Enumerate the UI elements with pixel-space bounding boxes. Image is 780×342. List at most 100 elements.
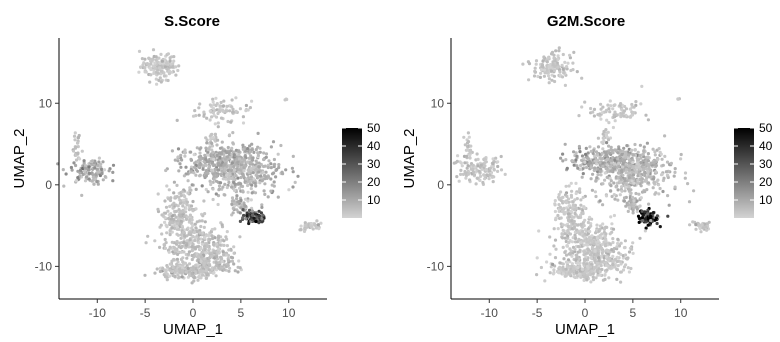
cell-point	[260, 220, 264, 224]
cell-point	[482, 173, 486, 177]
cell-point	[95, 180, 99, 184]
cell-point	[196, 258, 200, 262]
cell-point	[638, 167, 642, 171]
cell-point	[594, 276, 598, 280]
cell-point	[599, 107, 603, 111]
cell-point	[611, 125, 616, 130]
cell-point	[178, 241, 182, 245]
cell-point	[589, 224, 593, 228]
cell-point	[619, 176, 623, 180]
cell-point	[585, 165, 589, 169]
cell-point	[149, 62, 153, 66]
cell-point	[267, 159, 271, 163]
cell-point	[269, 162, 273, 166]
cell-point	[573, 247, 577, 251]
cell-point	[167, 250, 171, 254]
cell-point	[214, 96, 218, 100]
cell-point	[563, 60, 567, 64]
cell-point	[487, 177, 491, 181]
cell-point	[269, 145, 273, 149]
cell-point	[582, 253, 586, 257]
cell-point	[183, 234, 187, 238]
cell-point	[200, 219, 204, 223]
cell-point	[633, 148, 637, 152]
cell-point	[254, 219, 258, 224]
cell-point	[574, 258, 578, 262]
cell-point	[549, 265, 553, 269]
cell-point	[169, 62, 173, 66]
cell-point	[148, 80, 152, 84]
cell-point	[570, 189, 574, 193]
cell-point	[660, 157, 664, 161]
cell-point	[560, 75, 565, 79]
cell-point	[567, 240, 571, 244]
cell-point	[205, 116, 209, 120]
cell-point	[176, 159, 180, 163]
cell-point	[218, 155, 222, 159]
cell-point	[629, 266, 633, 271]
cell-point	[261, 170, 265, 174]
cell-point	[610, 161, 614, 165]
cell-point	[610, 158, 614, 162]
cell-point	[591, 110, 595, 114]
cell-point	[171, 265, 175, 270]
cell-point	[561, 67, 565, 71]
cell-point	[629, 188, 633, 192]
cell-point	[575, 70, 579, 74]
cell-point	[559, 156, 563, 160]
cell-point	[482, 157, 487, 161]
cell-point	[558, 70, 562, 74]
cell-point	[153, 61, 157, 65]
cell-point	[101, 178, 105, 182]
cell-cluster-14	[143, 259, 231, 283]
cell-point	[91, 173, 95, 177]
cell-point	[231, 206, 235, 210]
colorbar-label: 50	[367, 121, 381, 135]
cell-point	[226, 258, 230, 262]
cell-point	[679, 152, 683, 157]
cell-point	[457, 179, 461, 183]
y-tick-label: 0	[437, 178, 444, 192]
cell-point	[609, 148, 613, 152]
cell-point	[223, 157, 227, 161]
cell-point	[165, 278, 169, 282]
cell-point	[545, 60, 549, 64]
cell-point	[686, 182, 690, 186]
cell-point	[619, 241, 623, 245]
cell-point	[629, 191, 633, 195]
cell-point	[561, 223, 565, 227]
cell-point	[610, 222, 614, 226]
cell-point	[620, 165, 625, 169]
cell-point	[215, 242, 219, 246]
cell-point	[553, 202, 557, 206]
cell-point	[566, 208, 570, 212]
cell-point	[266, 195, 270, 199]
cell-point	[464, 154, 469, 158]
cell-point	[639, 102, 643, 106]
cell-point	[616, 176, 620, 180]
cell-cluster-0	[137, 48, 181, 86]
cell-point	[581, 211, 585, 216]
cell-point	[459, 172, 463, 176]
cell-point	[211, 100, 215, 104]
cell-point	[167, 216, 171, 221]
cell-point	[575, 271, 579, 275]
cell-point	[230, 202, 234, 206]
cell-point	[188, 188, 192, 192]
cell-point	[156, 68, 160, 72]
cell-point	[187, 272, 192, 276]
cell-point	[220, 257, 224, 261]
cell-point	[636, 181, 640, 185]
cell-point	[214, 103, 218, 108]
cell-point	[203, 236, 207, 240]
cell-point	[656, 178, 660, 182]
cell-point	[679, 157, 683, 161]
cell-point	[73, 131, 77, 135]
cell-point	[556, 65, 560, 69]
cell-point	[210, 136, 215, 140]
cell-point	[618, 154, 622, 159]
cell-point	[658, 150, 662, 154]
cell-point	[257, 170, 261, 174]
cell-point	[137, 49, 142, 54]
cell-cluster-9	[238, 208, 266, 226]
